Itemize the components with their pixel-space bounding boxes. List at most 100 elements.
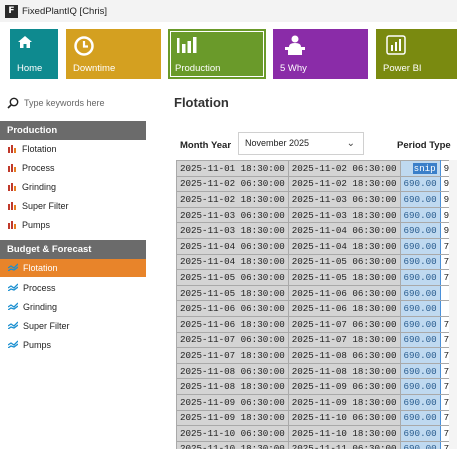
- sidebar-item-production-grinding[interactable]: Grinding: [0, 178, 146, 196]
- cell-value[interactable]: 690.00: [399, 425, 441, 442]
- cell-start-time[interactable]: 2025-11-10 18:30:00: [176, 440, 289, 449]
- sidebar-item-budget-grinding[interactable]: Grinding: [0, 298, 146, 316]
- table-row[interactable]: 2025-11-08 06:30:00 2025-11-08 18:30:00 69…: [176, 362, 457, 380]
- cell-value[interactable]: 690.00: [399, 409, 441, 427]
- cell-end-time[interactable]: 2025-11-02 18:30:00: [287, 175, 401, 193]
- cell-end-time[interactable]: 2025-11-08 18:30:00: [287, 362, 401, 380]
- search-input[interactable]: Type keywords here: [24, 98, 105, 108]
- cell-end-time[interactable]: 2025-11-09 06:30:00: [287, 378, 401, 395]
- sidebar-item-production-pumps[interactable]: Pumps: [0, 216, 146, 234]
- cell-end-time[interactable]: 2025-11-03 18:30:00: [287, 206, 401, 224]
- cell-end-time[interactable]: 2025-11-08 06:30:00: [287, 347, 401, 364]
- cell-value[interactable]: 690.00: [399, 347, 441, 364]
- table-row[interactable]: 2025-11-10 18:30:00 2025-11-11 06:30:00 69…: [176, 440, 457, 449]
- cell-start-time[interactable]: 2025-11-06 06:30:00: [176, 300, 289, 317]
- table-row[interactable]: 2025-11-03 18:30:00 2025-11-04 06:30:00 69…: [176, 222, 457, 239]
- table-row[interactable]: 2025-11-05 18:30:00 2025-11-06 06:30:00 69…: [176, 284, 457, 302]
- cell-start-time[interactable]: 2025-11-08 18:30:00: [176, 378, 289, 395]
- cell-start-time[interactable]: 2025-11-04 18:30:00: [176, 253, 289, 271]
- sidebar-item-label: Flotation: [23, 263, 58, 273]
- table-row[interactable]: 2025-11-06 18:30:00 2025-11-07 06:30:00 69…: [176, 315, 457, 333]
- table-row[interactable]: 2025-11-07 18:30:00 2025-11-08 06:30:00 69…: [176, 347, 457, 364]
- cell-start-time[interactable]: 2025-11-02 06:30:00: [176, 175, 289, 193]
- cell-end-time[interactable]: 2025-11-06 06:30:00: [287, 284, 401, 302]
- cell-value[interactable]: 690.00: [399, 175, 441, 193]
- cell-start-time[interactable]: 2025-11-08 06:30:00: [176, 362, 289, 380]
- cell-start-time[interactable]: 2025-11-06 18:30:00: [176, 315, 289, 333]
- cell-end-time[interactable]: 2025-11-03 06:30:00: [287, 191, 401, 208]
- tile-power-bi[interactable]: Power BI: [376, 29, 457, 79]
- cell-end-time[interactable]: 2025-11-02 06:30:00: [287, 160, 401, 177]
- sidebar-item-budget-flotation[interactable]: Flotation: [0, 259, 146, 277]
- tile-downtime[interactable]: Downtime: [66, 29, 161, 79]
- cell-end-time[interactable]: 2025-11-05 06:30:00: [287, 253, 401, 271]
- search-box[interactable]: Type keywords here: [7, 96, 145, 110]
- cell-value[interactable]: 690.00: [399, 440, 441, 449]
- sidebar-item-budget-process[interactable]: Process: [0, 279, 146, 297]
- cell-value[interactable]: 690.00: [399, 237, 441, 255]
- sidebar-item-production-process[interactable]: Process: [0, 159, 146, 177]
- tile-production[interactable]: Production: [168, 29, 266, 79]
- cell-end-time[interactable]: 2025-11-06 18:30:00: [287, 300, 401, 317]
- cell-start-time[interactable]: 2025-11-03 06:30:00: [176, 206, 289, 224]
- cell-value[interactable]: 690.00: [399, 269, 441, 286]
- table-row[interactable]: 2025-11-06 06:30:00 2025-11-06 18:30:00 69…: [176, 300, 457, 317]
- tile-5-why[interactable]: 5 Why: [273, 29, 368, 79]
- cell-value[interactable]: 690.00: [399, 331, 441, 349]
- cell-start-time[interactable]: 2025-11-10 06:30:00: [176, 425, 289, 442]
- cell-value[interactable]: 690.00: [399, 191, 441, 208]
- cell-end-time[interactable]: 2025-11-07 06:30:00: [287, 315, 401, 333]
- sidebar-item-production-flotation[interactable]: Flotation: [0, 140, 146, 158]
- table-row[interactable]: 2025-11-10 06:30:00 2025-11-10 18:30:00 69…: [176, 425, 457, 442]
- table-row[interactable]: 2025-11-02 06:30:00 2025-11-02 18:30:00 69…: [176, 175, 457, 193]
- section-header-budget-forecast[interactable]: Budget & Forecast: [0, 240, 146, 259]
- sidebar-item-label: Pumps: [23, 340, 52, 350]
- table-row[interactable]: 2025-11-03 06:30:00 2025-11-03 18:30:00 69…: [176, 206, 457, 224]
- cell-start-time[interactable]: 2025-11-05 06:30:00: [176, 269, 289, 286]
- cell-value[interactable]: 690.00: [399, 206, 441, 224]
- cell-end-time[interactable]: 2025-11-09 18:30:00: [287, 393, 401, 411]
- sidebar-item-budget-pumps[interactable]: Pumps: [0, 336, 146, 354]
- table-row[interactable]: 2025-11-04 18:30:00 2025-11-05 06:30:00 69…: [176, 253, 457, 271]
- month-year-value: November 2025: [245, 138, 310, 148]
- table-row[interactable]: 2025-11-01 18:30:00 2025-11-02 06:30:00 sn…: [176, 160, 457, 177]
- table-row[interactable]: 2025-11-05 06:30:00 2025-11-05 18:30:00 69…: [176, 269, 457, 286]
- table-row[interactable]: 2025-11-08 18:30:00 2025-11-09 06:30:00 69…: [176, 378, 457, 395]
- cell-start-time[interactable]: 2025-11-09 18:30:00: [176, 409, 289, 427]
- grid-scrollbar[interactable]: [449, 160, 457, 449]
- cell-value[interactable]: 690.00: [399, 253, 441, 271]
- cell-start-time[interactable]: 2025-11-02 18:30:00: [176, 191, 289, 208]
- cell-start-time[interactable]: 2025-11-03 18:30:00: [176, 222, 289, 239]
- table-row[interactable]: 2025-11-04 06:30:00 2025-11-04 18:30:00 69…: [176, 237, 457, 255]
- cell-value[interactable]: 690.00: [399, 315, 441, 333]
- cell-end-time[interactable]: 2025-11-11 06:30:00: [287, 440, 401, 449]
- cell-value[interactable]: 690.00: [399, 378, 441, 395]
- cell-start-time[interactable]: 2025-11-04 06:30:00: [176, 237, 289, 255]
- cell-end-time[interactable]: 2025-11-05 18:30:00: [287, 269, 401, 286]
- cell-end-time[interactable]: 2025-11-04 06:30:00: [287, 222, 401, 239]
- cell-end-time[interactable]: 2025-11-07 18:30:00: [287, 331, 401, 349]
- sidebar-item-production-super-filter[interactable]: Super Filter: [0, 197, 146, 215]
- cell-value[interactable]: 690.00: [399, 362, 441, 380]
- month-year-select[interactable]: November 2025 ⌄: [238, 132, 364, 155]
- table-row[interactable]: 2025-11-09 18:30:00 2025-11-10 06:30:00 69…: [176, 409, 457, 427]
- cell-value[interactable]: 690.00: [399, 222, 441, 239]
- cell-end-time[interactable]: 2025-11-10 06:30:00: [287, 409, 401, 427]
- cell-start-time[interactable]: 2025-11-07 06:30:00: [176, 331, 289, 349]
- cell-end-time[interactable]: 2025-11-10 18:30:00: [287, 425, 401, 442]
- section-header-production[interactable]: Production: [0, 121, 146, 140]
- cell-start-time[interactable]: 2025-11-07 18:30:00: [176, 347, 289, 364]
- cell-end-time[interactable]: 2025-11-04 18:30:00: [287, 237, 401, 255]
- cell-start-time[interactable]: 2025-11-09 06:30:00: [176, 393, 289, 411]
- cell-value[interactable]: 690.00: [399, 393, 441, 411]
- table-row[interactable]: 2025-11-07 06:30:00 2025-11-07 18:30:00 69…: [176, 331, 457, 349]
- sidebar-item-budget-super-filter[interactable]: Super Filter: [0, 317, 146, 335]
- table-row[interactable]: 2025-11-02 18:30:00 2025-11-03 06:30:00 69…: [176, 191, 457, 208]
- cell-value[interactable]: 690.00: [399, 300, 441, 317]
- cell-start-time[interactable]: 2025-11-01 18:30:00: [176, 160, 289, 177]
- cell-start-time[interactable]: 2025-11-05 18:30:00: [176, 284, 289, 302]
- cell-value[interactable]: 690.00: [399, 284, 441, 302]
- table-row[interactable]: 2025-11-09 06:30:00 2025-11-09 18:30:00 69…: [176, 393, 457, 411]
- cell-value[interactable]: snip: [399, 160, 441, 177]
- tile-home[interactable]: Home: [10, 29, 58, 79]
